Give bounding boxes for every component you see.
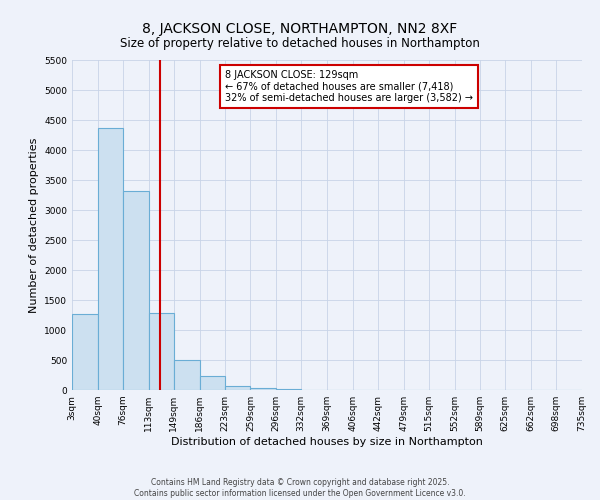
Bar [123,192,149,390]
Bar [199,376,225,390]
Text: 8 JACKSON CLOSE: 129sqm
← 67% of detached houses are smaller (7,418)
32% of semi: 8 JACKSON CLOSE: 129sqm ← 67% of detache… [225,70,473,103]
X-axis label: Distribution of detached houses by size in Northampton: Distribution of detached houses by size … [171,437,483,447]
Bar [174,360,199,390]
Bar [72,314,98,390]
Bar [225,386,250,390]
Text: Size of property relative to detached houses in Northampton: Size of property relative to detached ho… [120,38,480,51]
Text: Contains HM Land Registry data © Crown copyright and database right 2025.
Contai: Contains HM Land Registry data © Crown c… [134,478,466,498]
Text: 8, JACKSON CLOSE, NORTHAMPTON, NN2 8XF: 8, JACKSON CLOSE, NORTHAMPTON, NN2 8XF [142,22,458,36]
Y-axis label: Number of detached properties: Number of detached properties [29,138,38,312]
Bar [149,312,174,390]
Bar [250,388,276,390]
Bar [98,128,123,390]
